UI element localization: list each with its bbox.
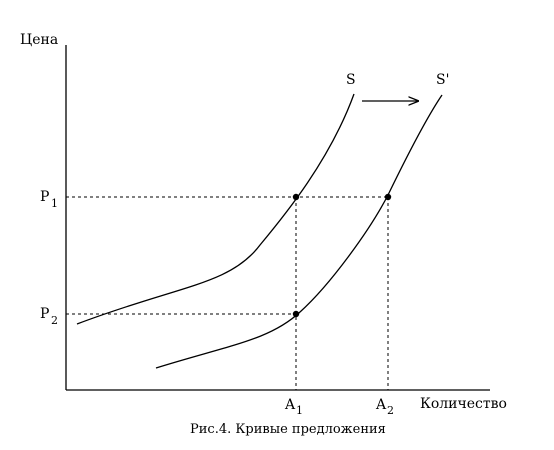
- y-axis-label: Цена: [20, 32, 58, 48]
- price-label-p1-subscript: 1: [51, 197, 58, 210]
- quantity-label-a1: A: [284, 397, 296, 413]
- x-axis-label: Количество: [420, 396, 507, 412]
- price-label-p2: P: [40, 306, 49, 322]
- point-a1-p2: [292, 310, 300, 318]
- supply-curve-s: [76, 93, 355, 325]
- quantity-label-a2-subscript: 2: [387, 404, 394, 417]
- point-a1-p1: [292, 193, 300, 201]
- supply-curve-s-prime: [155, 94, 443, 369]
- quantity-label-a1-subscript: 1: [296, 404, 303, 417]
- curve-label-s-prime: S': [436, 72, 449, 88]
- point-a2-p1: [384, 193, 392, 201]
- figure-caption: Рис.4. Кривые предложения: [190, 422, 386, 437]
- quantity-label-a2: A: [375, 397, 387, 413]
- price-label-p1: P: [40, 189, 49, 205]
- curve-label-s: S: [346, 72, 356, 88]
- price-label-p2-subscript: 2: [51, 314, 58, 327]
